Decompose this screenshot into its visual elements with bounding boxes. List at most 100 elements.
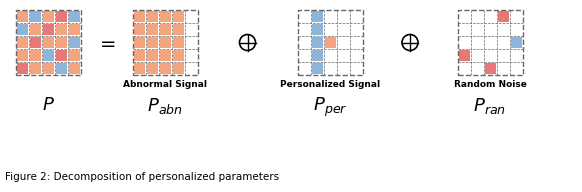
Bar (471, 50, 482, 61)
Bar (325, 63, 335, 74)
Bar (69, 24, 80, 35)
Bar (42, 11, 54, 22)
Bar (186, 37, 197, 48)
Text: $\mathbf{\mathit{P}}_{abn}$: $\mathbf{\mathit{P}}_{abn}$ (147, 96, 183, 116)
Bar (30, 50, 41, 61)
Bar (471, 11, 482, 22)
Bar (325, 50, 335, 61)
Bar (159, 24, 171, 35)
Bar (55, 37, 66, 48)
Bar (325, 37, 335, 48)
Bar (42, 24, 54, 35)
Bar (42, 50, 54, 61)
Bar (30, 24, 41, 35)
Bar (159, 11, 171, 22)
Text: $=$: $=$ (97, 33, 116, 52)
Bar (311, 24, 322, 35)
Text: $\mathbf{\mathit{P}}_{ran}$: $\mathbf{\mathit{P}}_{ran}$ (474, 96, 506, 116)
Text: Figure 2: Decomposition of personalized parameters: Figure 2: Decomposition of personalized … (5, 172, 279, 182)
Bar (510, 37, 521, 48)
Bar (147, 11, 158, 22)
Bar (133, 50, 144, 61)
Bar (338, 11, 349, 22)
Bar (16, 10, 80, 75)
Bar (42, 37, 54, 48)
Bar (16, 11, 27, 22)
Bar (484, 63, 495, 74)
Bar (471, 24, 482, 35)
Bar (484, 50, 495, 61)
Bar (498, 50, 509, 61)
Bar (133, 11, 144, 22)
Bar (16, 24, 27, 35)
Bar (147, 24, 158, 35)
Bar (30, 63, 41, 74)
Bar (311, 37, 322, 48)
Bar (350, 50, 361, 61)
Bar (459, 11, 470, 22)
Bar (55, 11, 66, 22)
Bar (159, 50, 171, 61)
Bar (471, 63, 482, 74)
Bar (172, 24, 183, 35)
Bar (484, 11, 495, 22)
Bar (350, 24, 361, 35)
Bar (459, 37, 470, 48)
Bar (42, 63, 54, 74)
Bar (172, 11, 183, 22)
Bar (16, 37, 27, 48)
Bar (311, 50, 322, 61)
Bar (459, 24, 470, 35)
Bar (172, 63, 183, 74)
Bar (30, 37, 41, 48)
Bar (299, 63, 310, 74)
Bar (459, 50, 470, 61)
Text: $\mathbf{\mathit{P}}_{per}$: $\mathbf{\mathit{P}}_{per}$ (313, 96, 347, 119)
Bar (147, 63, 158, 74)
Bar (350, 11, 361, 22)
Bar (311, 11, 322, 22)
Bar (55, 50, 66, 61)
Bar (325, 11, 335, 22)
Bar (510, 24, 521, 35)
Bar (69, 37, 80, 48)
Bar (147, 50, 158, 61)
Bar (186, 50, 197, 61)
Bar (498, 11, 509, 22)
Bar (484, 24, 495, 35)
Bar (299, 50, 310, 61)
Bar (484, 37, 495, 48)
Bar (159, 37, 171, 48)
Bar (350, 37, 361, 48)
Bar (55, 63, 66, 74)
Bar (69, 11, 80, 22)
Bar (69, 63, 80, 74)
Bar (299, 11, 310, 22)
Bar (471, 37, 482, 48)
Bar (172, 50, 183, 61)
Bar (172, 37, 183, 48)
Bar (159, 63, 171, 74)
Bar (133, 37, 144, 48)
Bar (299, 24, 310, 35)
Bar (299, 37, 310, 48)
Bar (133, 63, 144, 74)
Bar (186, 11, 197, 22)
Bar (457, 10, 523, 75)
Bar (510, 63, 521, 74)
Bar (311, 63, 322, 74)
Bar (133, 24, 144, 35)
Bar (338, 63, 349, 74)
Bar (297, 10, 363, 75)
Bar (498, 24, 509, 35)
Bar (338, 37, 349, 48)
Bar (338, 24, 349, 35)
Bar (186, 24, 197, 35)
Bar (510, 50, 521, 61)
Bar (459, 63, 470, 74)
Bar (498, 63, 509, 74)
Bar (133, 10, 197, 75)
Bar (147, 37, 158, 48)
Text: Random Noise: Random Noise (453, 80, 527, 89)
Text: $\mathbf{\mathit{P}}$: $\mathbf{\mathit{P}}$ (41, 96, 54, 114)
